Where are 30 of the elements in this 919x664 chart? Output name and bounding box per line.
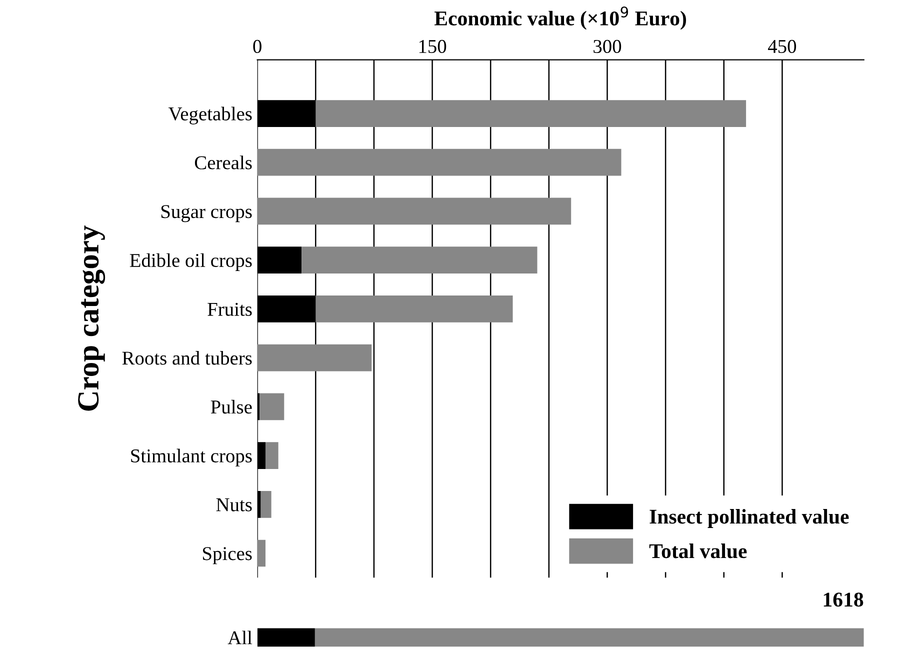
bar [316, 100, 746, 127]
y-tick-label: Pulse [210, 400, 252, 414]
x-tick-label: 0 [253, 40, 262, 54]
bar [316, 296, 513, 322]
y-tick-label: Spices [202, 547, 252, 564]
y-tick-label: Stimulant crops [131, 448, 252, 466]
bar [260, 490, 272, 518]
bar [257, 344, 372, 372]
x-tick-label: 450 [768, 40, 796, 54]
bar [260, 393, 284, 420]
annotation: 1618 [824, 592, 864, 607]
x-tick-label: 300 [594, 40, 622, 54]
y-tick-label: Nuts [216, 498, 252, 512]
legend-label: Insect pollinated value [650, 509, 849, 528]
y-tick-label: Vegetables [168, 106, 252, 124]
y-tick-label: Edible oil crops [130, 253, 252, 271]
y-tick-label: Sugar crops [161, 205, 252, 222]
x-axis-title: Economic value (×10$^{9}$ Euro) [434, 6, 686, 30]
bar [257, 540, 266, 567]
bar [257, 198, 572, 225]
bar [265, 442, 278, 469]
bar [257, 148, 622, 176]
y-axis-title: Crop category [78, 226, 106, 411]
x-tick-label: 150 [419, 40, 446, 54]
y-tick-label: Fruits [208, 302, 252, 316]
legend-label: Total value [649, 544, 747, 558]
y-tick-label: Cereals [194, 156, 252, 170]
y-tick-label: All [228, 630, 252, 644]
bar [302, 246, 538, 274]
y-tick-label: Roots and tubers [122, 351, 252, 365]
